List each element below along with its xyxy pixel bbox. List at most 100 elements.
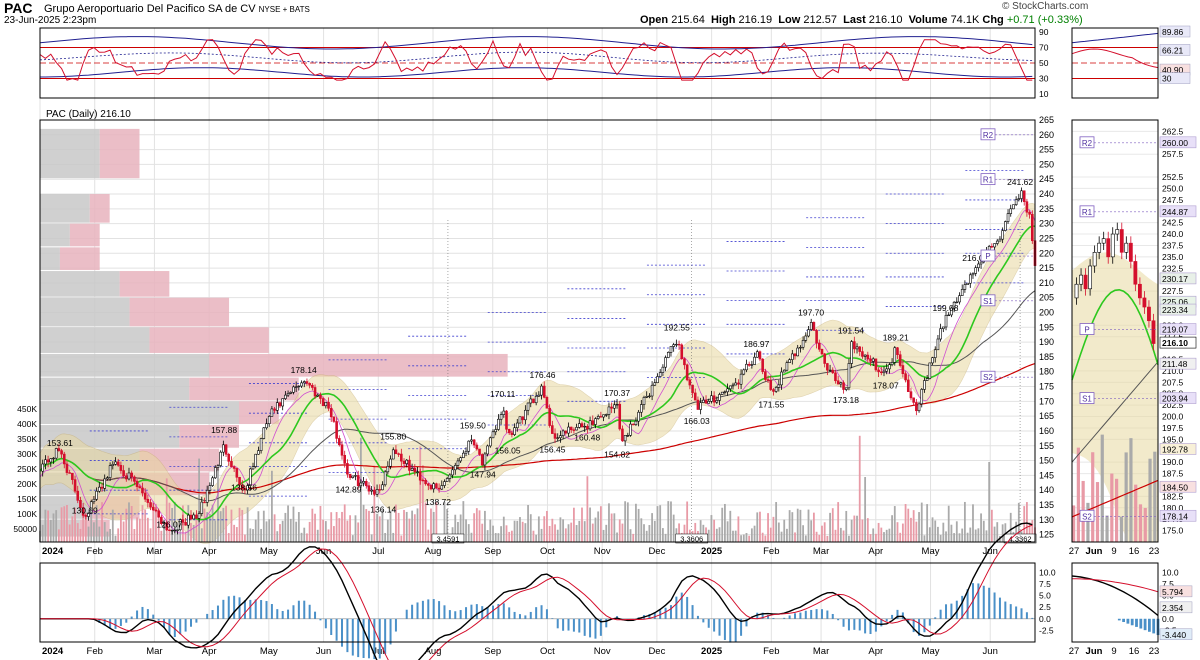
volume-bar	[368, 510, 370, 542]
candle-body	[812, 322, 816, 331]
quote-bar: Open 215.64 High 216.19 Low 212.57 Last …	[640, 14, 1083, 26]
candle-body	[607, 406, 611, 415]
price-y-tick-label: 230	[1039, 219, 1054, 229]
candle-body	[292, 386, 295, 393]
macd-histogram-bar	[783, 617, 786, 619]
volume-by-price-up-bar	[40, 401, 239, 425]
candle-body	[238, 476, 241, 486]
volume-bar	[319, 505, 322, 542]
zoom-volume-bar	[1105, 515, 1109, 542]
volume-bar	[365, 509, 368, 542]
macd-histogram-bar	[362, 618, 365, 659]
candle-body	[685, 364, 689, 381]
candle-body	[874, 358, 878, 371]
price-annotation: 126.07	[156, 519, 182, 529]
candle-body	[435, 483, 438, 489]
price-annotation: 170.37	[604, 388, 630, 398]
volume-bar	[324, 521, 327, 542]
zoom-macd-value-label: -3.440	[1162, 630, 1186, 640]
macd-x-label: Nov	[594, 646, 611, 657]
macd-histogram-bar	[254, 599, 257, 619]
candle-body	[583, 425, 586, 428]
zoom-value-box	[1159, 303, 1197, 316]
volume-bar	[880, 527, 883, 542]
candle-body	[362, 481, 365, 484]
zoom-macd-value-label: 5.794	[1162, 587, 1184, 597]
volume-bar	[1004, 523, 1007, 542]
candle-body	[402, 460, 406, 464]
volume-bar	[729, 510, 732, 542]
candle-body	[804, 335, 808, 341]
volume-bar	[146, 517, 149, 542]
candle-body	[92, 498, 96, 503]
candle-body	[197, 513, 201, 519]
price-x-label: 2025	[701, 546, 723, 557]
zoom-candle-body	[1092, 252, 1097, 267]
volume-bar	[217, 469, 219, 542]
volume-bar	[71, 516, 74, 542]
volume-bar	[52, 513, 55, 542]
volume-bar	[853, 515, 856, 542]
open-label: Open	[640, 14, 669, 26]
candle-body	[286, 393, 290, 396]
zoom-y-tick-label: 250.0	[1162, 183, 1184, 193]
macd-x-label: Jun	[983, 646, 998, 657]
volume-bar	[136, 517, 138, 542]
candle-body	[968, 274, 972, 284]
candle-body	[133, 476, 136, 482]
candle-body	[135, 481, 139, 487]
volume-bar	[252, 529, 254, 542]
candle-body	[661, 366, 665, 373]
candle-body	[373, 489, 376, 495]
zoom-value-box	[1159, 336, 1197, 349]
price-x-label: 2024	[42, 546, 64, 557]
volume-bar	[322, 519, 325, 542]
last-value: 216.10	[868, 14, 903, 26]
candle-body	[351, 475, 355, 478]
volume-bar	[179, 531, 182, 542]
volume-bar	[977, 528, 980, 542]
candle-body	[160, 516, 163, 524]
volume-bar	[160, 530, 163, 542]
volume-bar	[527, 504, 529, 542]
macd-histogram-bar	[691, 605, 694, 619]
macd-histogram-bar	[292, 605, 295, 619]
zoom-y-tick-label: 237.5	[1162, 240, 1184, 250]
macd-histogram-bar	[438, 601, 441, 619]
volume-bar	[672, 514, 675, 542]
candle-body	[1001, 230, 1004, 240]
volume-bar	[772, 516, 775, 542]
macd-histogram-bar	[912, 618, 915, 633]
macd-histogram-bar	[157, 618, 160, 621]
rsi-lower-band	[40, 67, 1033, 78]
candle-body	[920, 389, 924, 405]
candle-body	[712, 395, 716, 403]
macd-histogram-bar	[481, 606, 484, 619]
macd-x-label: Feb	[87, 646, 103, 657]
volume-value: 74.1K	[950, 14, 980, 26]
volume-bar	[93, 522, 95, 542]
volume-bar	[591, 523, 594, 542]
volume-bar	[192, 524, 195, 542]
candle-body	[437, 487, 441, 490]
macd-histogram-bar	[276, 609, 279, 619]
volume-bar	[640, 518, 643, 542]
volume-bar	[856, 515, 858, 542]
volume-bar	[260, 528, 263, 542]
candle-body	[1031, 213, 1034, 242]
volume-tick-label: 250K	[17, 464, 37, 474]
volume-bar	[238, 507, 241, 542]
volume-bar	[295, 521, 298, 542]
candle-body	[370, 489, 373, 492]
macd-histogram-bar	[394, 618, 397, 632]
macd-histogram-bar	[346, 618, 349, 653]
candle-body	[702, 399, 705, 403]
zoom-macd-x-label: 9	[1111, 646, 1116, 657]
price-annotation: 154.82	[604, 449, 630, 459]
volume-bar	[219, 511, 222, 542]
stockcharts-logo: © StockCharts.com	[1002, 1, 1089, 12]
volume-label: Volume	[908, 14, 948, 26]
zoom-candle-body	[1079, 274, 1083, 285]
macd-histogram-bar	[448, 610, 451, 619]
